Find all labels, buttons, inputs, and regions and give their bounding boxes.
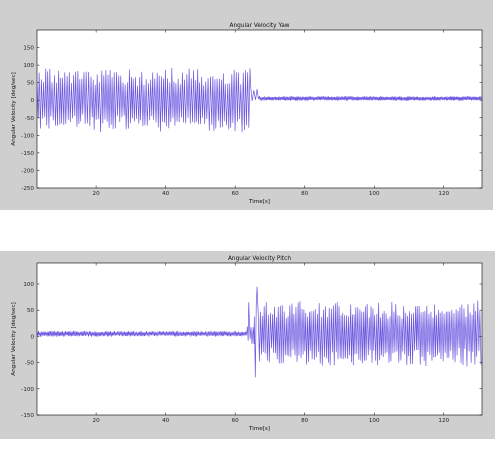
chart1-ytick-label: -50 (25, 361, 35, 367)
pitch-figure: Angular Velocity Pitch Time[s] Angular Vel… (0, 251, 495, 439)
chart1-xtick-label: 120 (438, 418, 449, 424)
chart1-ytick-label: 100 (23, 282, 34, 288)
chart0-xtick-label: 100 (369, 191, 380, 197)
chart0-ytick-label: -200 (21, 168, 34, 174)
chart1-title: Angular Velocity Pitch (228, 256, 291, 262)
chart1-ytick-label: -150 (21, 413, 34, 419)
chart1-xtick-label: 60 (232, 418, 240, 424)
chart0-ytick-label: -50 (25, 116, 35, 122)
chart1-xlabel: Time[s] (248, 426, 270, 432)
chart0-ytick-label: 100 (23, 63, 34, 69)
yaw-chart: Angular Velocity Yaw Time[s] Angular Veloc… (11, 23, 483, 205)
chart1-ylabel: Angular Velocity [deg/sec] (11, 302, 17, 375)
chart0-ylabel: Angular Velocity [deg/sec] (11, 72, 17, 145)
chart0-ytick-label: -150 (21, 151, 34, 157)
chart0-ytick-label: 150 (23, 46, 34, 52)
chart0-xlabel: Time[s] (248, 199, 270, 205)
chart0-series-line (37, 67, 482, 133)
chart0-xtick-label: 80 (301, 191, 309, 197)
chart0-ytick-label: -250 (21, 186, 34, 192)
chart1-series-line (37, 286, 482, 378)
chart0-title: Angular Velocity Yaw (229, 23, 289, 29)
chart0-xtick-label: 60 (232, 191, 240, 197)
chart0-plot-area (36, 29, 483, 189)
yaw-figure: Angular Velocity Yaw Time[s] Angular Veloc… (0, 0, 493, 210)
chart0-xtick-label: 120 (438, 191, 449, 197)
chart1-ytick-label: 50 (27, 308, 35, 314)
pitch-chart: Angular Velocity Pitch Time[s] Angular Vel… (11, 256, 483, 432)
chart0-ytick-label: 0 (30, 98, 34, 104)
chart1-xtick-label: 20 (93, 418, 101, 424)
chart1-ytick-label: 0 (30, 334, 34, 340)
chart0-xtick-label: 40 (162, 191, 170, 197)
chart0-ytick-label: 50 (27, 81, 35, 87)
chart1-xtick-label: 100 (369, 418, 380, 424)
chart0-xtick-label: 20 (93, 191, 101, 197)
chart1-xtick-label: 80 (301, 418, 309, 424)
chart1-xtick-label: 40 (162, 418, 170, 424)
chart1-ytick-label: -100 (21, 387, 34, 393)
chart0-ytick-label: -100 (21, 133, 34, 139)
